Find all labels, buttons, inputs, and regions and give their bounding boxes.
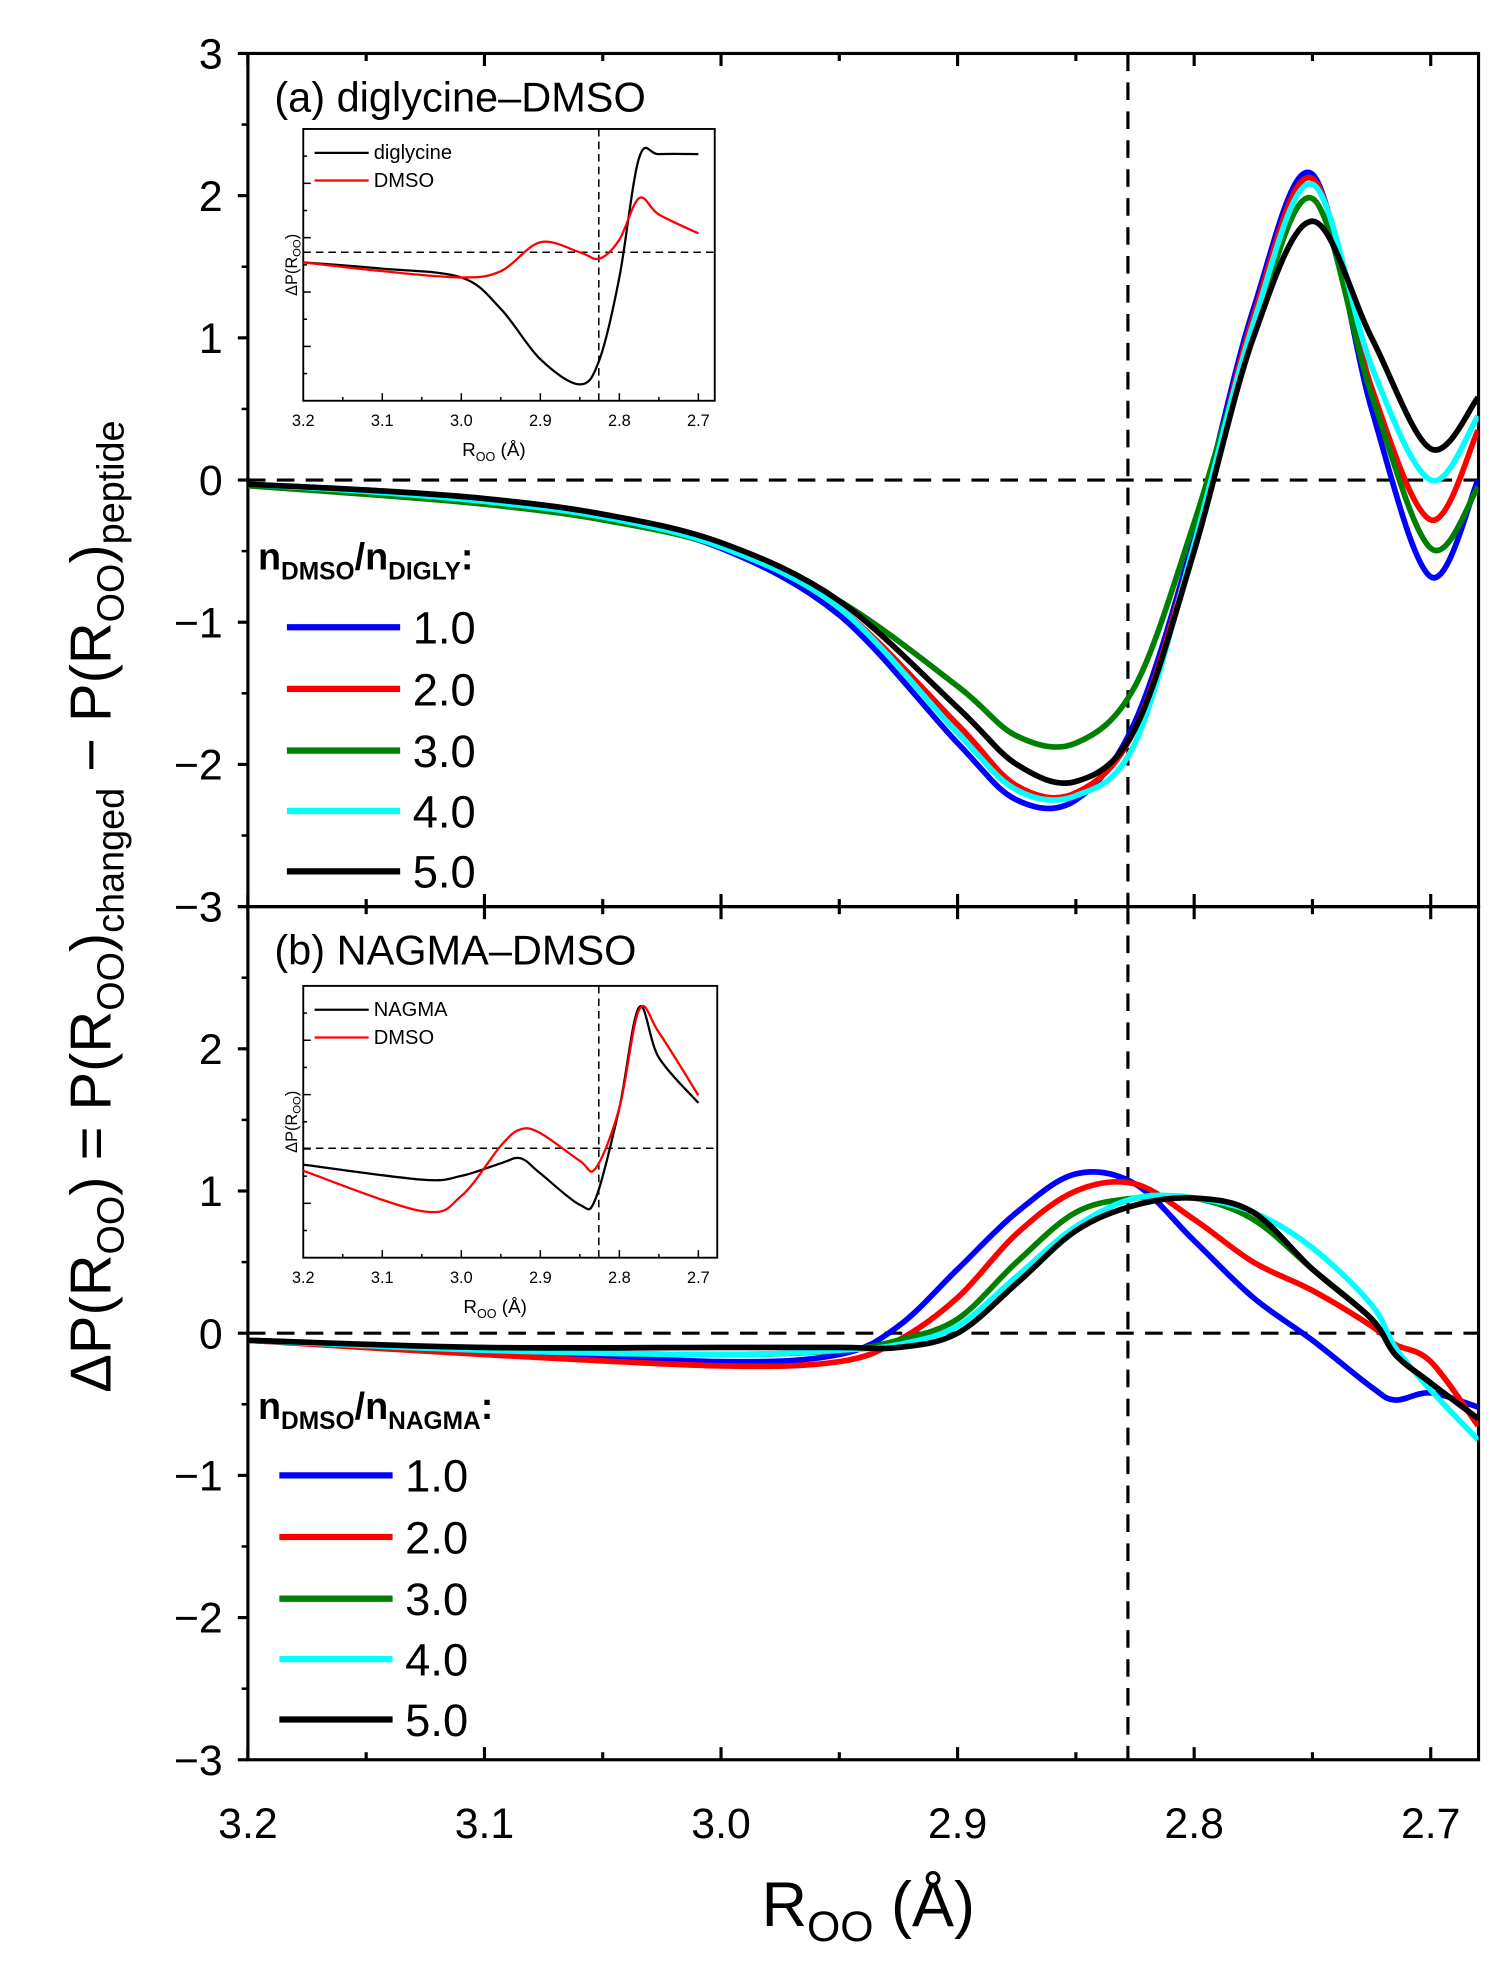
inset-x-tick-label: 3.1 [371,412,394,430]
y-tick-label: 1 [199,1168,223,1216]
inset-x-label: ROO (Å) [463,1296,527,1321]
series-line-3.0 [247,194,1479,750]
series-group [247,169,1479,812]
x-tick-label: 3.0 [691,1800,750,1848]
y-tick-label: 2 [199,173,223,221]
y-tick-label: −3 [174,1737,223,1785]
inset-x-tick-label: 3.2 [292,412,315,430]
y-axis-label: ΔP(ROO) = P(ROO)changed − P(ROO)peptide [60,420,132,1392]
inset-x-tick-label: 2.9 [529,412,552,430]
inset-x-tick-label: 2.9 [529,1269,552,1287]
inset-a: 3.2 3.1 3.0 2.9 2.8 2.7 ROO (Å) ΔP(ROO) diglycin… [283,128,716,464]
inset-legend-label: DMSO [374,1027,434,1049]
legend-label: 4.0 [413,786,476,837]
x-axis-label: ROO (Å) [762,1870,975,1951]
legend-title: nDMSO/nDIGLY: [258,535,473,585]
inset-x-tick-label: 3.1 [371,1269,394,1287]
inset-b: 3.2 3.1 3.0 2.9 2.8 2.7 ROO (Å) ΔP(ROO) NAGMA DMS… [283,984,719,1321]
x-tick-label: 2.8 [1164,1800,1223,1848]
inset-x-tick-label: 2.8 [608,412,631,430]
series-line-2.0 [247,1178,1479,1428]
y-tick-label: 0 [199,1310,223,1358]
legend-label: 3.0 [413,726,476,777]
y-tick-label: −2 [174,1595,223,1643]
y-tick-label: −1 [174,1452,223,1500]
inset-legend-label: diglycine [374,142,452,164]
x-tick-label: 2.7 [1401,1800,1460,1848]
inset-y-label: ΔP(ROO) [283,234,304,296]
y-tick-label: −1 [174,599,223,647]
x-tick-label: 2.9 [928,1800,987,1848]
inset-x-tick-label: 3.0 [450,1269,473,1287]
series-line-1.0 [247,1169,1479,1410]
inset-x-tick-label: 2.8 [608,1269,631,1287]
inset-frame [302,984,719,1259]
y-tick-label: −3 [174,884,223,932]
legend-label: 1.0 [405,1451,468,1502]
x-tick-label: 3.2 [218,1800,277,1848]
legend-label: 2.0 [405,1512,468,1563]
inset-y-label: ΔP(ROO) [283,1091,304,1153]
y-tick-label: 2 [199,1026,223,1074]
inset-x-tick-label: 2.7 [687,1269,710,1287]
panel-title: (a) diglycine–DMSO [274,73,645,120]
panel-title: (b) NAGMA–DMSO [274,926,636,973]
inset-x-tick-label: 3.0 [450,412,473,430]
inset-x-label: ROO (Å) [462,439,526,464]
y-tick-label: 1 [199,315,223,363]
series-group [247,1169,1479,1442]
inset-x-tick-label: 2.7 [687,412,710,430]
series-line-5.0 [247,1195,1479,1421]
inset-series-diglycine [303,146,699,386]
legend-title: nDMSO/nNAGMA: [258,1385,493,1435]
legend-label: 1.0 [413,603,476,654]
inset-legend-label: DMSO [374,170,434,192]
y-tick-label: 3 [199,31,223,79]
y-tick-label: −2 [174,742,223,790]
panel-b: 2 1 0 −1 −2 −3 (b) NAGMA–DMSO nDMSO/nNAGMA: 1.0 2… [174,905,1481,1785]
legend-label: 2.0 [413,664,476,715]
x-tick-label: 3.1 [455,1800,514,1848]
inset-x-tick-label: 3.2 [292,1269,315,1287]
inset-series-DMSO [303,196,699,279]
legend-label: 3.0 [405,1574,468,1625]
legend-label: 5.0 [413,847,476,898]
series-line-5.0 [247,218,1479,786]
inset-legend-label: NAGMA [374,999,448,1021]
series-line-4.0 [247,1192,1479,1442]
inset-series-DMSO [302,1004,700,1214]
y-tick-label: 0 [199,457,223,505]
legend-label: 4.0 [405,1634,468,1685]
legend-label: 5.0 [405,1695,468,1746]
